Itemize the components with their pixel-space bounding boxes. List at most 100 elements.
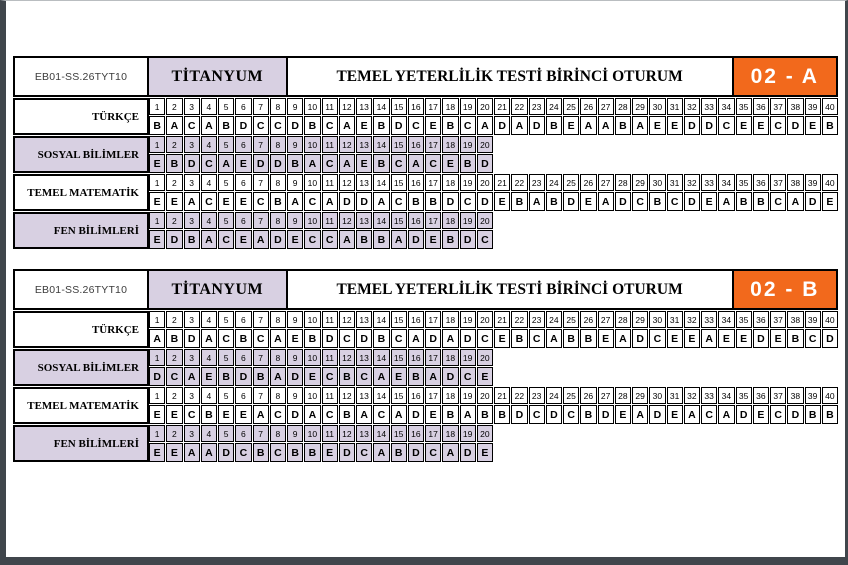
question-number: 9 [287, 311, 304, 328]
answer-cell: B [338, 405, 355, 424]
answer-cell: B [252, 443, 269, 462]
question-number: 26 [580, 387, 597, 404]
question-number: 2 [166, 98, 183, 115]
answer-cell: C [459, 367, 476, 386]
question-number: 30 [649, 174, 666, 191]
answer-cell: A [287, 192, 304, 211]
question-number: 14 [373, 349, 390, 366]
question-number: 4 [200, 212, 217, 229]
answer-cell: C [321, 405, 338, 424]
answer-cell: A [183, 443, 200, 462]
answer-cell: E [804, 116, 821, 135]
question-number: 40 [821, 174, 838, 191]
answer-cell: B [373, 116, 390, 135]
answer-cell: B [356, 230, 373, 249]
answer-cell: B [545, 192, 562, 211]
answer-cell: D [563, 192, 580, 211]
answer-cell: D [407, 230, 424, 249]
section-label: TÜRKÇE [13, 98, 149, 135]
question-number: 18 [442, 98, 459, 115]
answer-cell: B [821, 405, 838, 424]
question-number: 26 [580, 174, 597, 191]
question-cells: 1 2 3 4 5 6 7 8 9 10 11 12 13 14 15 16 17 18 19 20 D C A E B D B A D… [149, 349, 493, 386]
answer-cell: E [218, 405, 235, 424]
answer-cell: A [183, 192, 200, 211]
question-number: 19 [459, 136, 476, 153]
question-number: 6 [235, 311, 252, 328]
answer-cell: C [321, 154, 338, 173]
answer-cell: D [356, 192, 373, 211]
sections-container: TÜRKÇE 1 2 3 4 5 6 7 8 9 10 11 12 13 14 15 16 17 18 19 20 21 2… [13, 98, 838, 249]
answer-cell: B [407, 192, 424, 211]
answer-cell: A [407, 329, 424, 348]
question-number: 15 [390, 311, 407, 328]
answer-cell: A [390, 230, 407, 249]
answer-cell: E [666, 405, 683, 424]
answer-cell: A [718, 192, 735, 211]
answer-cell: A [200, 116, 217, 135]
question-cells: 1 2 3 4 5 6 7 8 9 10 11 12 13 14 15 16 17 18 19 20 E B D C A E D D B… [149, 136, 493, 173]
question-number: 15 [390, 98, 407, 115]
question-number: 2 [166, 311, 183, 328]
answer-cell: A [425, 367, 442, 386]
question-number: 20 [476, 98, 493, 115]
question-number: 5 [218, 174, 235, 191]
table-header: EB01-SS.26TYT10 TİTANYUM TEMEL YETERLİLİ… [13, 269, 838, 310]
question-number: 20 [476, 387, 493, 404]
answer-cell: C [200, 154, 217, 173]
question-number: 6 [235, 98, 252, 115]
question-number: 36 [752, 387, 769, 404]
answer-cell: A [580, 116, 597, 135]
section-row-1: SOSYAL BİLİMLER 1 2 3 4 5 6 7 8 9 10 11 12 13 14 15 16 17… [13, 349, 838, 386]
answer-cell: C [321, 116, 338, 135]
question-number: 3 [183, 136, 200, 153]
question-number: 22 [511, 311, 528, 328]
answer-cell: B [304, 116, 321, 135]
question-number: 11 [321, 311, 338, 328]
answer-cell: C [770, 405, 787, 424]
answer-cell: D [476, 154, 493, 173]
answer-cell: C [476, 230, 493, 249]
question-number: 37 [770, 311, 787, 328]
question-number: 21 [494, 311, 511, 328]
question-number: 7 [252, 349, 269, 366]
question-number: 19 [459, 387, 476, 404]
question-number: 27 [597, 311, 614, 328]
answer-cell: E [287, 230, 304, 249]
question-number: 20 [476, 136, 493, 153]
question-number: 17 [425, 425, 442, 442]
answer-cell: A [200, 443, 217, 462]
answer-cell: A [407, 154, 424, 173]
answer-cell: C [459, 116, 476, 135]
answer-cell: C [218, 230, 235, 249]
answer-cell: C [390, 329, 407, 348]
answer-cell: D [321, 329, 338, 348]
answer-cell: C [304, 192, 321, 211]
question-number: 25 [563, 174, 580, 191]
question-grid: 1 2 3 4 5 6 7 8 9 10 11 12 13 14 15 16 17 18 19 20 D C A E B D B A D… [149, 349, 838, 386]
question-number: 18 [442, 212, 459, 229]
question-number: 33 [701, 311, 718, 328]
answer-cell: E [149, 192, 166, 211]
question-number: 22 [511, 174, 528, 191]
answer-cell: C [200, 192, 217, 211]
answer-cell: D [442, 367, 459, 386]
answer-cell: E [563, 116, 580, 135]
answer-cell: E [321, 443, 338, 462]
question-number: 7 [252, 311, 269, 328]
answer-cell: C [269, 443, 286, 462]
question-number: 22 [511, 98, 528, 115]
question-number: 32 [683, 174, 700, 191]
answer-cell: E [425, 230, 442, 249]
answer-cell: E [200, 367, 217, 386]
answer-cell: A [718, 405, 735, 424]
answer-cell: A [459, 405, 476, 424]
question-number: 16 [407, 425, 424, 442]
question-number: 15 [390, 349, 407, 366]
answer-cell: B [649, 192, 666, 211]
answer-cell: E [149, 405, 166, 424]
question-number: 12 [338, 98, 355, 115]
question-number: 13 [356, 212, 373, 229]
question-number: 38 [787, 98, 804, 115]
question-number: 38 [787, 387, 804, 404]
